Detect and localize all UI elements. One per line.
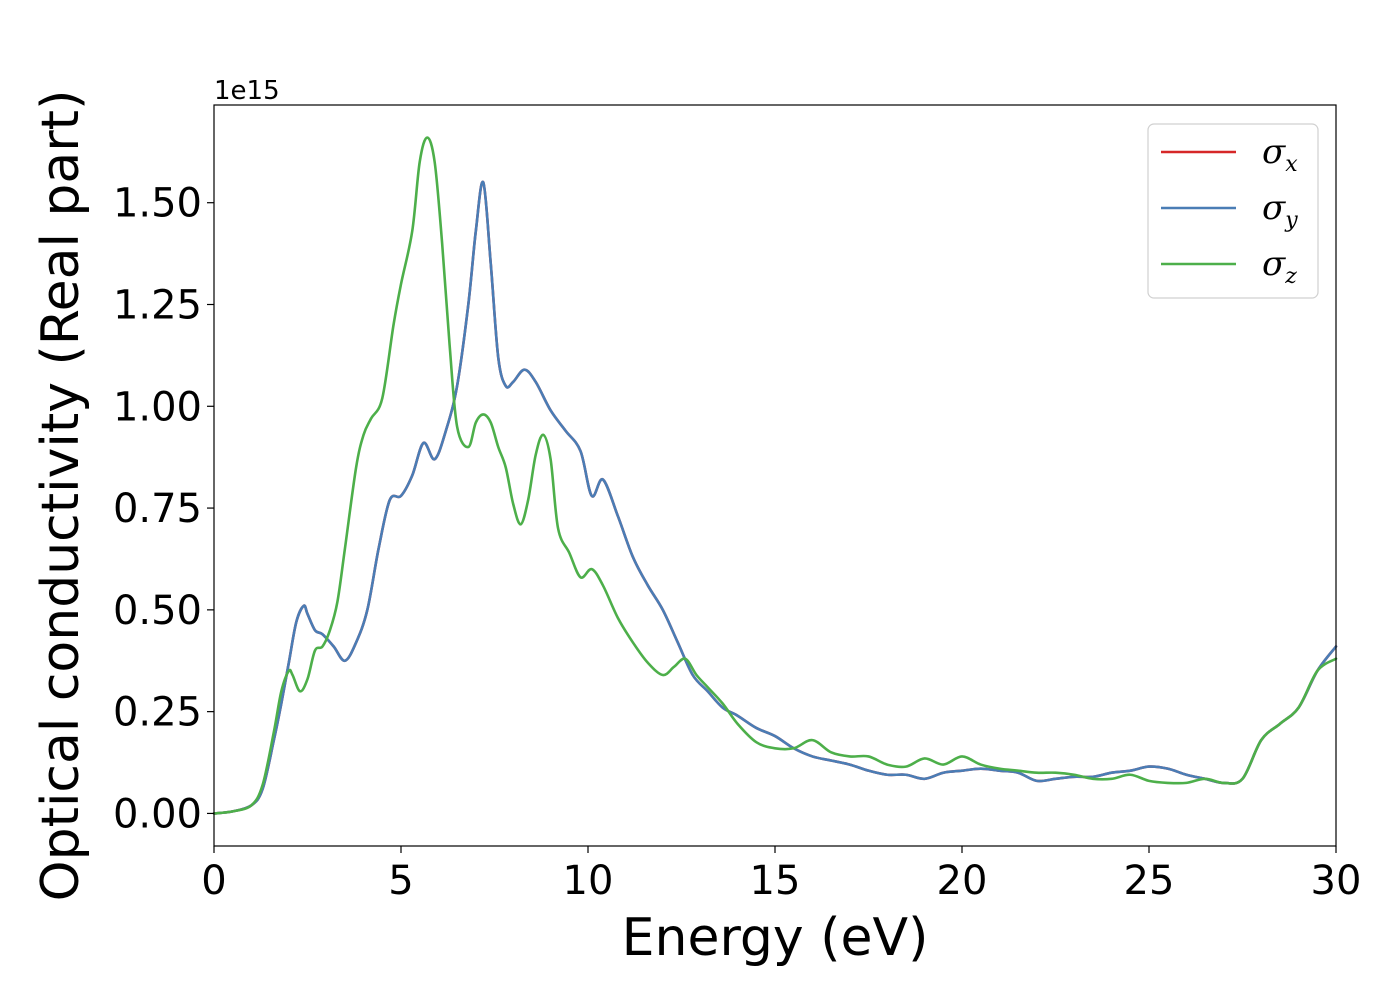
- x-tick-label: 25: [1124, 858, 1175, 904]
- x-tick-label: 10: [563, 858, 614, 904]
- series-layer: [212, 136, 1338, 815]
- y-offset-label: 1e15: [214, 76, 280, 106]
- y-axis-title: Optical conductivity (Real part): [31, 90, 91, 902]
- x-tick-label: 20: [937, 858, 988, 904]
- x-tick-label: 5: [388, 858, 413, 904]
- y-axis-ticks: 0.00 0.25 0.50 0.75 1.00 1.25 1.50: [113, 181, 214, 837]
- series-line-y: [212, 180, 1338, 815]
- y-tick-label: 1.50: [113, 181, 202, 227]
- y-tick-label: 1.25: [113, 283, 202, 329]
- y-tick-label: 0.25: [113, 690, 202, 736]
- legend-label-x: σx: [1262, 132, 1298, 177]
- x-tick-label: 15: [750, 858, 801, 904]
- legend-label-y: σy: [1262, 188, 1298, 233]
- legend: σx σy σz: [1147, 123, 1319, 299]
- series-line-z: [212, 136, 1338, 815]
- y-tick-label: 0.50: [113, 588, 202, 634]
- x-tick-label: 30: [1311, 858, 1362, 904]
- y-tick-label: 0.00: [113, 791, 202, 837]
- x-tick-label: 0: [201, 858, 226, 904]
- y-tick-label: 0.75: [113, 486, 202, 532]
- legend-label-z: σz: [1262, 244, 1297, 289]
- x-axis-title: Energy (eV): [622, 908, 929, 968]
- y-tick-label: 1.00: [113, 384, 202, 430]
- x-axis-ticks: 0 5 10 15 20 25 30: [201, 846, 1361, 904]
- legend-box: [1147, 123, 1319, 299]
